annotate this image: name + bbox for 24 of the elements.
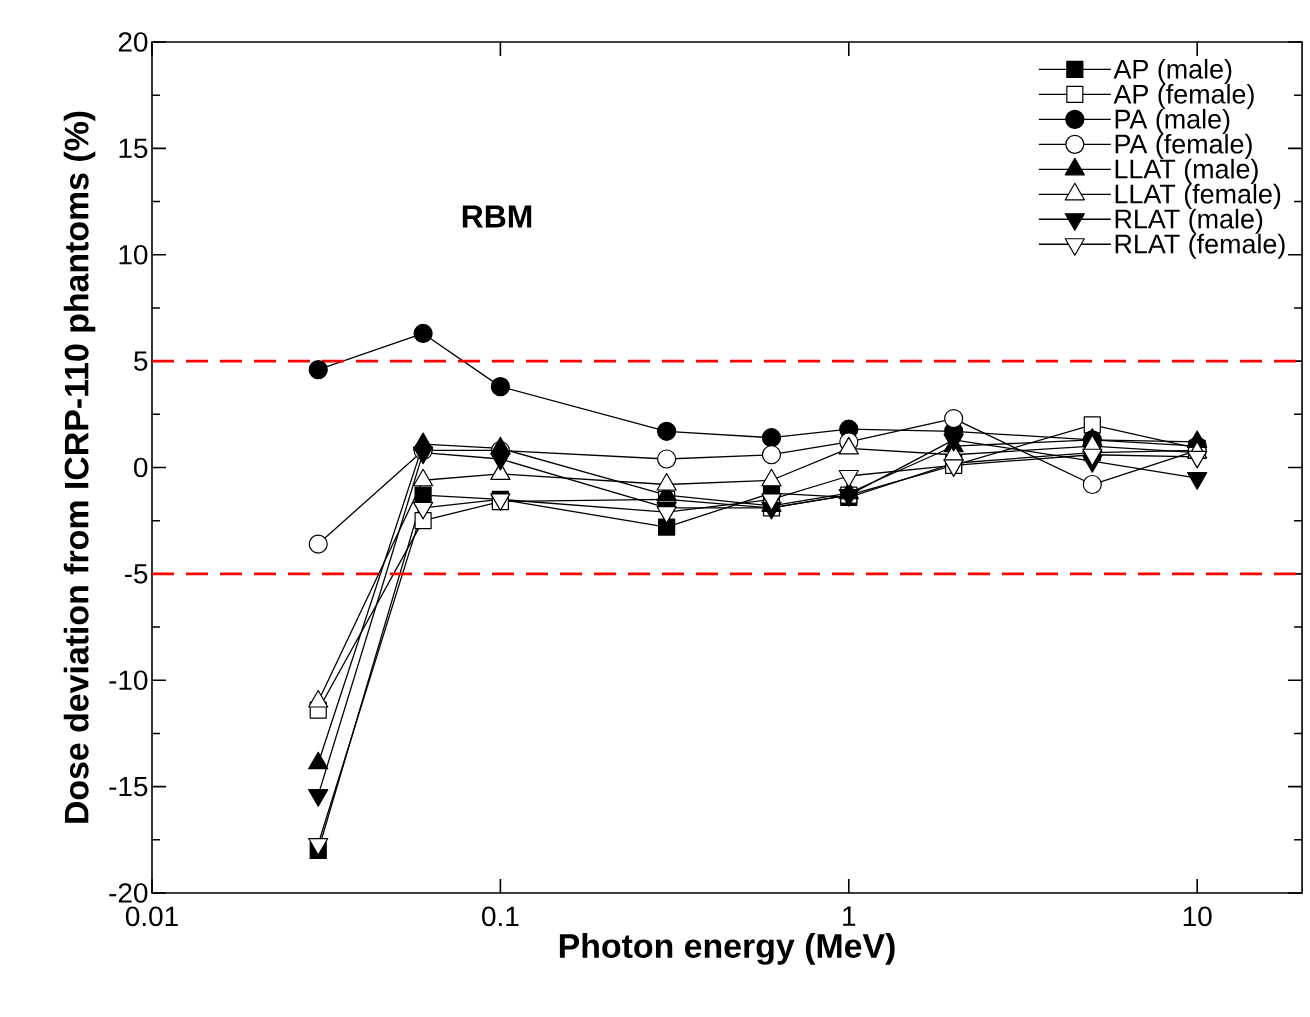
x-tick-label: 1 bbox=[843, 906, 856, 926]
legend-label: PA (male) bbox=[1115, 108, 1230, 134]
x-tick-label: 0.01 bbox=[125, 906, 178, 927]
y-tick-label: 15 bbox=[119, 138, 148, 159]
y-tick-label: -15 bbox=[109, 776, 148, 797]
y-tick-label: 0 bbox=[134, 457, 148, 478]
legend-label: PA (female) bbox=[1115, 133, 1252, 159]
x-tick-label: 10 bbox=[1183, 906, 1212, 927]
legend-label: LLAT (male) bbox=[1115, 158, 1258, 184]
text: RBM bbox=[462, 205, 532, 228]
y-tick-label: -5 bbox=[124, 564, 148, 584]
y-tick-label: 10 bbox=[119, 244, 148, 265]
y-tick-label: 20 bbox=[118, 32, 148, 52]
x-axis-title: Photon energy (MeV) bbox=[559, 933, 895, 965]
y-tick-label: -10 bbox=[109, 670, 148, 691]
y-tick-label: -20 bbox=[109, 883, 148, 903]
legend-label: AP (female) bbox=[1113, 83, 1254, 109]
legend-label: AP (male) bbox=[1113, 58, 1232, 85]
y-axis-title: Dose deviation from ICRP-110 phantoms (%) bbox=[63, 111, 96, 823]
y-tick-label: 5 bbox=[134, 351, 148, 371]
x-tick-label: 0.1 bbox=[482, 906, 519, 927]
legend-label: LLAT (female) bbox=[1115, 183, 1281, 209]
legend-label: RLAT (male) bbox=[1115, 208, 1263, 234]
legend-label: RLAT (female) bbox=[1115, 233, 1285, 259]
